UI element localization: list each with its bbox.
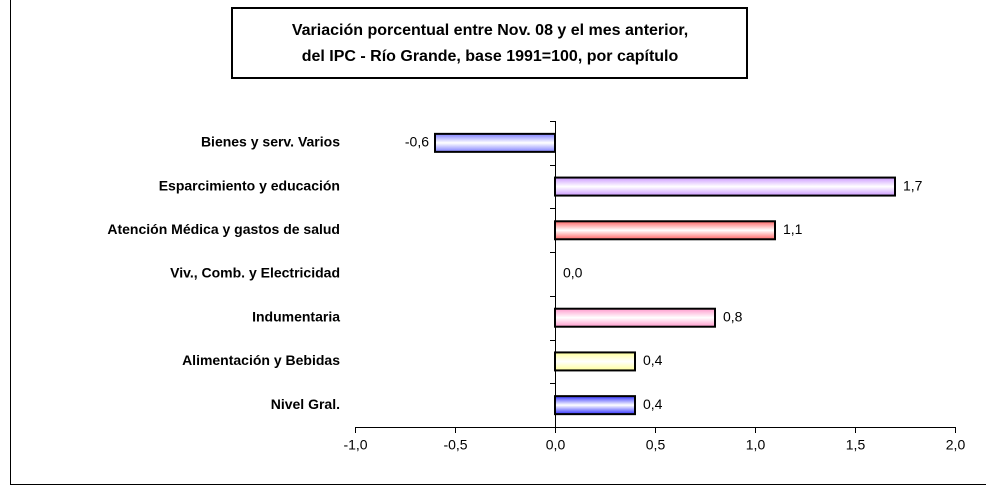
value-label: 0,4 — [643, 396, 663, 412]
bar — [554, 351, 636, 372]
value-label: 0,0 — [563, 265, 583, 281]
x-tick-label: -0,5 — [443, 437, 467, 453]
bar — [554, 395, 636, 416]
bar — [554, 220, 776, 241]
title-box — [231, 7, 748, 79]
y-tick-label: Esparcimiento y educación — [159, 177, 340, 193]
y-tick-label: Bienes y serv. Varios — [201, 134, 340, 150]
value-label: 1,7 — [903, 177, 923, 193]
bar — [434, 132, 556, 153]
x-tick-label: 2,0 — [946, 437, 966, 453]
x-tick-label: 1,0 — [746, 437, 766, 453]
x-tick-label: 0,0 — [546, 437, 566, 453]
bar — [554, 176, 896, 197]
y-tick-label: Indumentaria — [252, 308, 340, 324]
value-label: 0,8 — [723, 308, 743, 324]
x-tick-label: 0,5 — [646, 437, 666, 453]
y-tick-label: Alimentación y Bebidas — [182, 352, 340, 368]
y-tick-label: Viv., Comb. y Electricidad — [170, 265, 340, 281]
y-tick-label: Nivel Gral. — [271, 396, 340, 412]
x-tick-label: -1,0 — [343, 437, 367, 453]
value-label: 0,4 — [643, 352, 663, 368]
bar — [554, 307, 716, 328]
value-label: 1,1 — [783, 221, 803, 237]
value-label: -0,6 — [405, 134, 429, 150]
chart-title: Variación porcentual entre Nov. 08 y el … — [292, 22, 688, 39]
x-tick-label: 1,5 — [846, 437, 866, 453]
chart-title: del IPC - Río Grande, base 1991=100, por… — [302, 48, 679, 65]
y-tick-label: Atención Médica y gastos de salud — [107, 221, 340, 237]
